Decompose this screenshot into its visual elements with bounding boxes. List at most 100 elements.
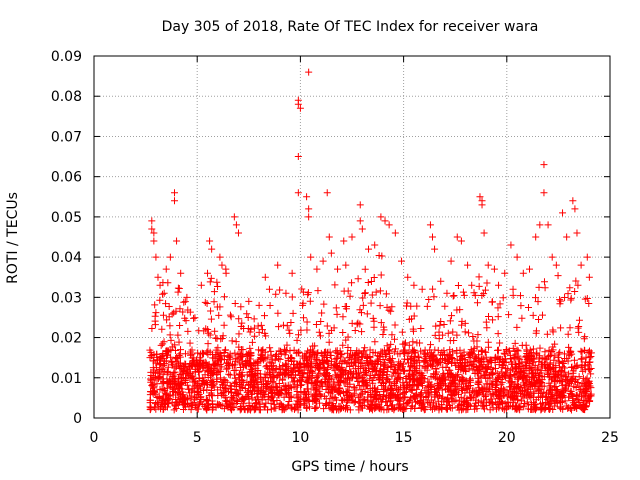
data-point <box>243 310 251 318</box>
y-tick-label: 0.08 <box>51 89 82 105</box>
data-point <box>158 325 166 333</box>
data-point <box>174 355 182 363</box>
data-point <box>184 327 192 335</box>
data-point <box>323 382 331 390</box>
data-point <box>261 312 269 320</box>
data-point <box>485 313 493 321</box>
data-point <box>377 350 385 358</box>
data-point <box>571 363 579 371</box>
data-point <box>229 360 237 368</box>
data-point <box>159 340 167 348</box>
data-point <box>484 261 492 269</box>
data-point <box>175 352 183 360</box>
data-point <box>565 404 573 412</box>
data-point <box>409 338 417 346</box>
data-point <box>336 370 344 378</box>
data-point <box>146 403 154 411</box>
data-point <box>265 285 273 293</box>
data-point <box>462 383 470 391</box>
data-point <box>186 360 194 368</box>
data-point <box>356 358 364 366</box>
data-point <box>370 393 378 401</box>
data-point <box>529 345 537 353</box>
data-point <box>193 362 201 370</box>
data-point <box>222 346 230 354</box>
data-point <box>208 391 215 399</box>
data-point <box>261 273 269 281</box>
data-point <box>494 375 502 383</box>
data-point <box>566 284 574 292</box>
data-point <box>399 405 407 413</box>
data-point <box>234 355 242 363</box>
data-point <box>186 370 194 378</box>
data-point <box>526 265 534 273</box>
data-point <box>435 384 443 392</box>
data-point <box>314 349 322 357</box>
data-point <box>366 375 374 383</box>
data-point <box>150 351 158 359</box>
data-point <box>325 329 333 337</box>
data-point <box>461 389 469 397</box>
data-point <box>552 261 560 269</box>
data-point <box>480 229 488 237</box>
data-point <box>158 380 166 388</box>
data-point <box>358 353 366 361</box>
data-point <box>461 319 469 327</box>
data-point <box>369 314 377 322</box>
data-point <box>557 324 565 332</box>
data-point <box>339 341 347 349</box>
data-point <box>359 294 367 302</box>
data-point <box>198 349 206 357</box>
data-point <box>544 365 552 373</box>
data-point <box>287 392 295 400</box>
data-point <box>328 401 336 409</box>
data-point <box>476 193 484 201</box>
data-point <box>232 389 240 397</box>
data-point <box>561 376 569 384</box>
data-point <box>347 347 355 355</box>
data-point <box>571 288 579 296</box>
data-point <box>519 374 527 382</box>
data-point <box>261 403 269 411</box>
data-point <box>387 382 395 390</box>
data-point <box>405 341 413 349</box>
x-tick-label: 25 <box>601 430 619 446</box>
data-point <box>248 394 256 402</box>
data-point <box>155 356 163 364</box>
data-point <box>587 384 595 392</box>
data-point <box>361 382 369 390</box>
data-point <box>306 348 314 356</box>
data-point <box>345 370 353 378</box>
data-point <box>540 189 548 197</box>
data-point <box>182 317 190 325</box>
data-point <box>567 387 575 395</box>
data-point <box>341 302 349 310</box>
data-point <box>391 321 399 329</box>
data-point <box>223 398 231 406</box>
data-point <box>303 326 311 334</box>
data-point <box>166 322 174 330</box>
data-point <box>316 391 324 399</box>
data-point <box>573 396 581 404</box>
data-point <box>179 368 187 376</box>
data-point <box>537 360 545 368</box>
data-point <box>555 364 563 372</box>
data-point <box>490 265 498 273</box>
data-point <box>504 398 512 406</box>
data-point <box>262 399 270 407</box>
data-point <box>235 315 243 323</box>
data-point <box>581 393 589 401</box>
data-point <box>510 353 518 361</box>
data-point <box>427 373 435 381</box>
data-point <box>344 358 352 366</box>
data-point <box>475 389 483 397</box>
data-point <box>550 377 558 385</box>
data-point <box>507 366 515 374</box>
data-point <box>478 291 486 299</box>
data-point <box>251 374 259 382</box>
data-point <box>396 383 404 391</box>
data-point <box>267 374 275 382</box>
data-point <box>217 374 225 382</box>
data-point <box>391 365 399 373</box>
data-point <box>251 332 259 340</box>
